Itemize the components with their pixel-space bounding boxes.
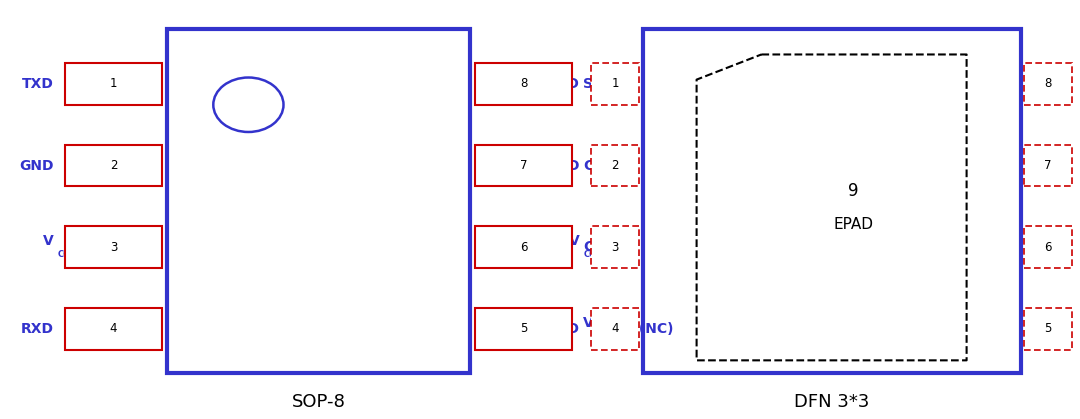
Text: V: V — [583, 316, 594, 330]
Text: RXD: RXD — [21, 322, 54, 336]
Bar — [65, 145, 162, 186]
Text: 8: 8 — [1044, 77, 1052, 91]
Text: 2: 2 — [611, 159, 619, 172]
Ellipse shape — [213, 78, 283, 132]
Bar — [1024, 145, 1072, 186]
Bar — [475, 145, 572, 186]
Bar — [1024, 226, 1072, 268]
Text: 7: 7 — [1044, 159, 1052, 172]
Text: GND: GND — [545, 158, 580, 173]
Text: 3: 3 — [110, 241, 117, 254]
Text: 1: 1 — [611, 77, 619, 91]
Text: EPAD: EPAD — [833, 217, 874, 232]
Text: 3: 3 — [611, 241, 619, 254]
Text: 1: 1 — [110, 77, 117, 91]
Bar — [167, 29, 470, 373]
Text: V: V — [43, 234, 54, 248]
Text: 5: 5 — [1044, 322, 1052, 336]
Bar — [591, 308, 639, 350]
Bar — [65, 63, 162, 105]
Text: V: V — [569, 234, 580, 248]
Text: 8: 8 — [521, 77, 527, 91]
Bar — [1024, 308, 1072, 350]
Bar — [591, 226, 639, 268]
Bar — [475, 308, 572, 350]
Text: 9: 9 — [848, 182, 859, 199]
Text: 4: 4 — [110, 322, 117, 336]
Bar — [1024, 63, 1072, 105]
Text: SOP-8: SOP-8 — [292, 393, 346, 411]
Text: 2: 2 — [110, 159, 117, 172]
Text: CANL: CANL — [583, 240, 624, 254]
Text: 6: 6 — [521, 241, 527, 254]
Text: GND: GND — [19, 158, 54, 173]
Bar — [475, 226, 572, 268]
Text: DFN 3*3: DFN 3*3 — [794, 393, 869, 411]
Text: 4: 4 — [611, 322, 619, 336]
Bar — [591, 145, 639, 186]
Text: CANH: CANH — [583, 158, 627, 173]
Bar — [475, 63, 572, 105]
Bar — [65, 308, 162, 350]
Bar — [591, 63, 639, 105]
Text: RXD: RXD — [546, 322, 580, 336]
Text: 5: 5 — [521, 322, 527, 336]
Bar — [65, 226, 162, 268]
Text: 7: 7 — [521, 159, 527, 172]
Text: (NC): (NC) — [634, 322, 674, 336]
Text: TXD: TXD — [548, 77, 580, 91]
Text: CC: CC — [58, 250, 70, 259]
Text: CC: CC — [584, 250, 596, 259]
Text: TXD: TXD — [22, 77, 54, 91]
Text: 6: 6 — [1044, 241, 1052, 254]
Bar — [643, 29, 1021, 373]
Text: STB: STB — [583, 77, 613, 91]
Text: IO: IO — [600, 332, 610, 341]
